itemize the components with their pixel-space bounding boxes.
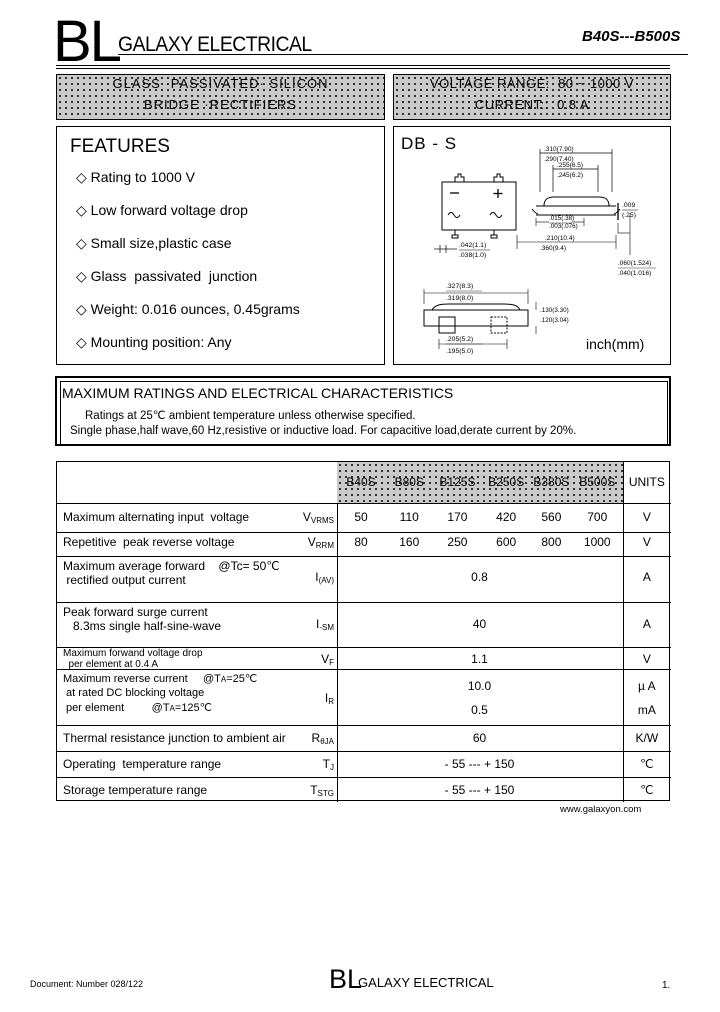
svg-text:.210(10.4): .210(10.4) — [545, 235, 575, 242]
svg-text:.120(3.04): .120(3.04) — [540, 317, 569, 324]
svg-text:.319(8.0): .319(8.0) — [446, 295, 473, 302]
svg-text:(.25): (.25) — [622, 212, 636, 219]
svg-text:.195(5.0): .195(5.0) — [446, 348, 473, 355]
svg-text:.015(.38): .015(.38) — [549, 215, 574, 222]
svg-text:.255(6.5): .255(6.5) — [557, 162, 583, 169]
svg-text:.042(1.1): .042(1.1) — [459, 242, 486, 249]
svg-text:inch(mm): inch(mm) — [586, 336, 644, 352]
svg-text:.327(8.3): .327(8.3) — [446, 283, 473, 290]
svg-text:.038(1.0): .038(1.0) — [459, 252, 486, 259]
svg-text:.009: .009 — [622, 202, 635, 209]
svg-text:.245(6.2): .245(6.2) — [557, 172, 583, 179]
svg-text:.360(9.4): .360(9.4) — [540, 245, 566, 252]
svg-text:.060(1.524): .060(1.524) — [618, 260, 651, 267]
svg-text:.205(5.2): .205(5.2) — [446, 336, 473, 343]
svg-text:.003(.076): .003(.076) — [549, 223, 578, 230]
svg-text:.130(3.30): .130(3.30) — [540, 307, 569, 314]
svg-text:.310(7.90): .310(7.90) — [544, 146, 574, 153]
svg-text:.040(1.016): .040(1.016) — [618, 270, 651, 277]
